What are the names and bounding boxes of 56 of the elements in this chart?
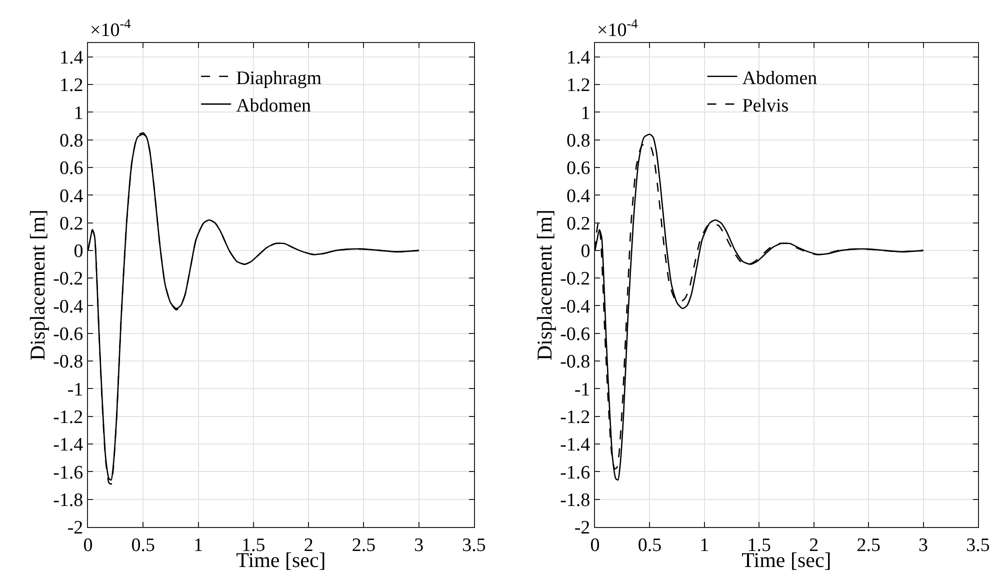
y-tick-label: 0.4 xyxy=(566,186,591,207)
y-tick-label: -1.2 xyxy=(560,407,590,428)
y-tick-label: -0.6 xyxy=(53,324,84,346)
y-tick-label: -1 xyxy=(67,379,84,400)
y-tick-label: 1.4 xyxy=(59,47,84,68)
y-tick-label: -0.4 xyxy=(53,296,84,318)
legend-label: Abdomen xyxy=(742,68,818,89)
y-tick-label: -1.8 xyxy=(53,490,84,511)
y-tick-label: -1.4 xyxy=(53,434,84,456)
x-tick-label: 3.5 xyxy=(462,534,486,556)
x-tick-label: 2.5 xyxy=(856,534,880,556)
legend-label: Diaphragm xyxy=(236,68,322,89)
y-tick-label: -2 xyxy=(67,518,84,539)
y-tick-label: 0.6 xyxy=(59,158,84,180)
y-tick-label: 1.4 xyxy=(566,47,591,68)
x-tick-label: 2.5 xyxy=(352,534,376,556)
legend-label: Pelvis xyxy=(742,95,789,116)
y-tick-label: 0 xyxy=(580,241,590,262)
text: ×10$^{-4}$ xyxy=(90,16,132,41)
y-tick-label: 1 xyxy=(74,102,84,124)
x-tick-label: 0.5 xyxy=(131,534,156,556)
y-axis-title: Displacement [m] xyxy=(25,209,50,361)
y-tick-label: 1 xyxy=(580,102,590,124)
y-tick-label: -1.4 xyxy=(560,434,591,456)
y-tick-label: 0.2 xyxy=(566,213,590,234)
x-tick-label: 1 xyxy=(194,534,204,556)
y-tick-label: -2 xyxy=(574,518,590,539)
y-tick-label: -1.6 xyxy=(560,462,590,484)
x-tick-label: 2 xyxy=(809,534,819,556)
y-tick-label: -0.8 xyxy=(560,352,590,373)
x-tick-label: 3 xyxy=(414,534,424,556)
y-tick-label: -1.8 xyxy=(560,490,590,511)
y-tick-label: 0.6 xyxy=(566,158,590,180)
x-tick-label: 2 xyxy=(304,534,314,556)
y-tick-label: -0.8 xyxy=(53,352,84,373)
y-tick-label: 0.8 xyxy=(59,130,84,152)
y-tick-label: 0.2 xyxy=(59,213,84,234)
y-tick-label: 0.8 xyxy=(566,130,590,152)
y-tick-label: -0.6 xyxy=(560,324,590,346)
x-tick-label: 3.5 xyxy=(966,534,990,556)
y-tick-label: -0.2 xyxy=(560,268,590,290)
y-tick-label: -0.2 xyxy=(53,268,84,290)
y-tick-label: 1.2 xyxy=(59,75,84,96)
legend-label: Abdomen xyxy=(236,95,312,116)
y-tick-label: -1 xyxy=(574,379,590,400)
x-tick-label: 3 xyxy=(918,534,928,556)
y-tick-label: -1.2 xyxy=(53,407,84,428)
text: ×10$^{-4}$ xyxy=(597,16,638,41)
y-tick-label: 0.4 xyxy=(59,186,84,207)
y-axis-title: Displacement [m] xyxy=(532,209,556,361)
y-tick-label: 0 xyxy=(74,241,84,262)
x-tick-label: 0.5 xyxy=(638,534,662,556)
y-tick-label: 1.2 xyxy=(566,75,590,96)
y-tick-label: -1.6 xyxy=(53,462,84,484)
y-tick-label: -0.4 xyxy=(560,296,591,318)
x-tick-label: 1 xyxy=(700,534,710,556)
